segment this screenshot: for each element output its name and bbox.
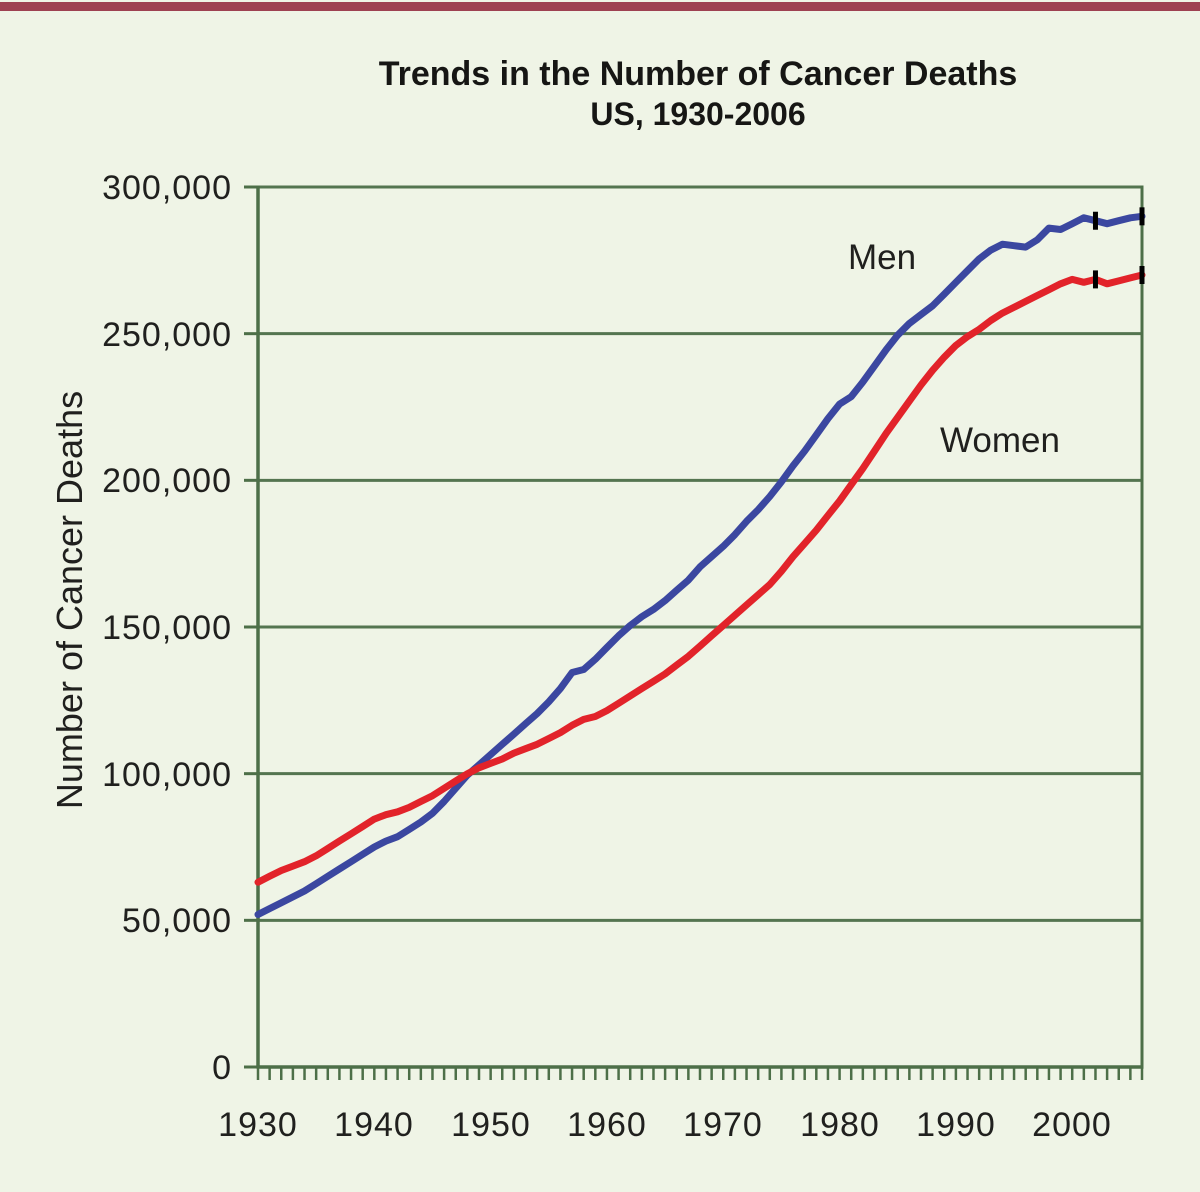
x-tick-label-1970: 1970 xyxy=(683,1106,763,1144)
y-tick-label-250000: 250,000 xyxy=(102,316,232,354)
x-tick-label-1960: 1960 xyxy=(567,1106,647,1144)
x-tick-label-2000: 2000 xyxy=(1032,1106,1112,1144)
men-series-label: Men xyxy=(848,238,916,277)
y-axis-label: Number of Cancer Deaths xyxy=(49,391,90,809)
y-tick-label-300000: 300,000 xyxy=(102,169,232,207)
horizontal-gridlines xyxy=(258,185,1142,922)
y-tick-label-50000: 50,000 xyxy=(122,902,232,940)
men-series-line xyxy=(254,212,1146,918)
y-tick-label-100000: 100,000 xyxy=(102,756,232,794)
x-tick-label-1940: 1940 xyxy=(334,1106,414,1144)
x-tick-label-1980: 1980 xyxy=(800,1106,880,1144)
y-axis-major-ticks xyxy=(244,185,258,1069)
x-tick-label-1990: 1990 xyxy=(916,1106,996,1144)
chart-title-line2: US, 1930-2006 xyxy=(590,96,805,132)
y-tick-label-200000: 200,000 xyxy=(102,462,232,500)
data-series-lines xyxy=(254,212,1146,918)
top-accent-bar xyxy=(0,2,1200,11)
x-tick-label-1950: 1950 xyxy=(451,1106,531,1144)
x-tick-label-1930: 1930 xyxy=(218,1106,298,1144)
y-tick-label-150000: 150,000 xyxy=(102,609,232,647)
line-break-markers xyxy=(1092,207,1145,289)
chart-title-line1: Trends in the Number of Cancer Deaths xyxy=(379,55,1018,93)
women-series-label: Women xyxy=(940,421,1060,460)
women-series-line xyxy=(254,271,1146,886)
x-axis-minor-ticks xyxy=(256,1068,1144,1080)
y-tick-label-0: 0 xyxy=(212,1049,232,1087)
